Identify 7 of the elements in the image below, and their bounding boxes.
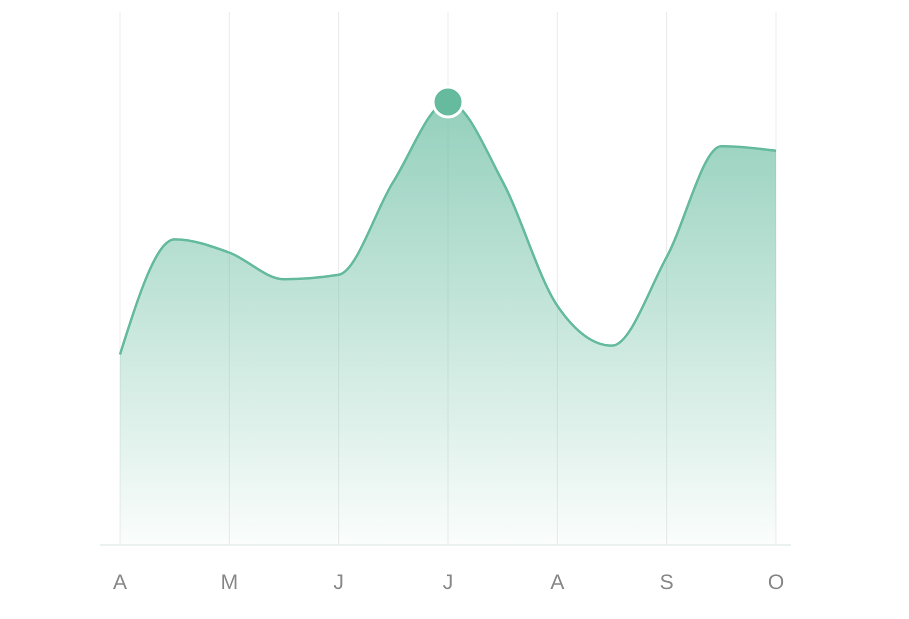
x-tick-label: J <box>442 571 454 594</box>
x-tick-label: M <box>220 571 238 594</box>
x-tick-label: A <box>112 571 128 594</box>
x-tick-label: O <box>768 571 784 594</box>
x-tick-label: J <box>333 571 344 594</box>
x-tick-label: A <box>550 571 564 594</box>
x-tick-label: S <box>660 571 674 594</box>
